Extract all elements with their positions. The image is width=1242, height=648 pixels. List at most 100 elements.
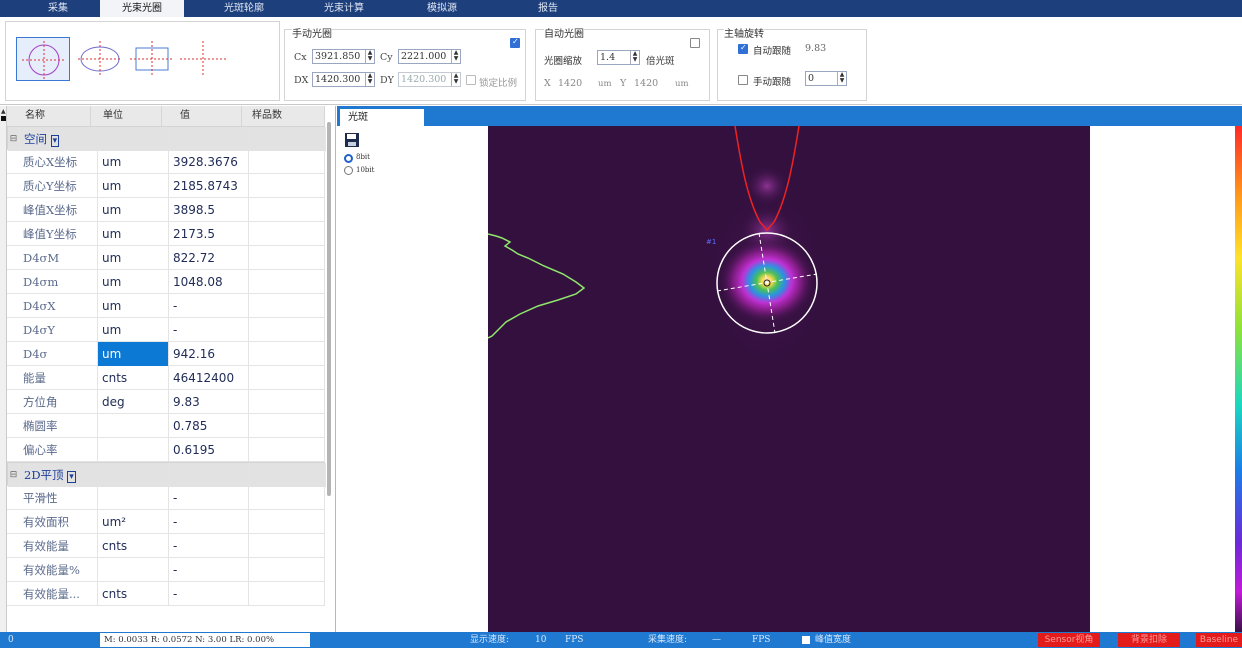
no-aperture-button[interactable] [178,37,228,81]
table-row[interactable]: 有效面积 um² - [7,510,325,534]
bit8-label: 8bit [356,153,370,161]
rectangle-aperture-icon [130,41,174,77]
table-row-header-strip: ▲ [0,106,7,632]
row-value: 942.16 [169,342,249,366]
row-value: - [169,582,249,606]
table-row[interactable]: 有效能量% - [7,558,325,582]
manual-follow-stepper-icon[interactable]: ▲ ▼ [837,72,846,85]
rectangle-aperture-button[interactable] [128,37,176,81]
background-subtract-button[interactable]: 背景扣除 [1118,633,1180,647]
peak-width-label: 峰值宽度 [815,635,852,645]
manual-follow-spinbox[interactable]: 0 ▲ ▼ [805,71,847,86]
manual-aperture-group [284,29,526,101]
row-samples [249,198,325,222]
tab-beam-calc[interactable]: 光束计算 [324,3,364,14]
row-samples [249,270,325,294]
table-row[interactable]: 方位角 deg 9.83 [7,390,325,414]
collapse-all-icon[interactable] [1,116,6,121]
manual-aperture-enable-checkbox[interactable] [510,37,520,48]
row-value: 3928.3676 [169,150,249,174]
table-row[interactable]: 质心Y坐标 um 2185.8743 [7,174,325,198]
table-row[interactable]: 峰值Y坐标 um 2173.5 [7,222,325,246]
col-header-samples[interactable]: 样品数 [242,106,325,126]
aperture-circle[interactable] [716,232,818,334]
table-row[interactable]: D4σM um 822.72 [7,246,325,270]
tab-beam-spot[interactable]: 光斑 [340,109,424,126]
table-row[interactable]: D4σY um - [7,318,325,342]
tab-capture[interactable]: 采集 [48,3,68,14]
tab-beam-aperture[interactable]: 光束光圈 [100,0,184,17]
row-name: D4σ [19,342,98,366]
baseline-button[interactable]: Baseline [1196,633,1242,647]
table-row[interactable]: 质心X坐标 um 3928.3676 [7,150,325,174]
row-samples [249,582,325,606]
ellipse-aperture-button[interactable] [76,37,124,81]
row-name: 质心X坐标 [19,150,98,174]
expand-toggle-icon[interactable]: ⊟ [8,463,20,487]
group-dropdown-icon[interactable]: ▾ [67,471,76,483]
row-unit: um [98,318,169,342]
row-unit: cnts [98,582,169,606]
auto-aperture-enable-checkbox[interactable] [690,38,700,48]
table-row[interactable]: D4σ um 942.16 [7,342,325,366]
display-speed-value: 10 [535,635,547,645]
cy-spinbox[interactable]: 2221.000 ▲ ▼ [398,49,461,64]
save-icon[interactable] [344,132,360,148]
dx-stepper-icon[interactable]: ▲ ▼ [365,73,374,86]
lock-ratio-checkbox[interactable] [466,75,476,85]
row-name: D4σM [19,246,98,270]
cx-spinbox[interactable]: 3921.850 ▲ ▼ [312,49,375,64]
status-left-value: 0 [8,635,14,645]
cx-stepper-icon[interactable]: ▲ ▼ [365,50,374,63]
table-row[interactable]: 平滑性 - [7,486,325,510]
table-row[interactable]: 偏心率 0.6195 [7,438,325,462]
table-row[interactable]: D4σm um 1048.08 [7,270,325,294]
tab-simulation-source[interactable]: 模拟源 [427,3,457,14]
col-header-name[interactable]: 名称 [7,106,91,126]
zoom-stepper-icon[interactable]: ▲ ▼ [630,51,639,64]
auto-follow-checkbox[interactable] [738,43,748,54]
expand-toggle-icon[interactable]: ⊟ [8,127,20,151]
row-value: - [169,294,249,318]
group-dropdown-icon[interactable]: ▾ [50,135,60,147]
table-scrollbar[interactable] [327,122,331,496]
bit10-radio[interactable] [344,166,353,175]
display-speed-label: 显示速度: [470,635,510,645]
cy-stepper-icon[interactable]: ▲ ▼ [451,50,460,63]
tab-spot-profile[interactable]: 光斑轮廓 [224,3,264,14]
axis-rotation-title: 主轴旋转 [724,25,764,40]
viewer-tab-strip: 光斑 [337,106,1242,126]
table-row[interactable]: 有效能量 cnts - [7,534,325,558]
row-value: - [169,534,249,558]
table-row[interactable]: 峰值X坐标 um 3898.5 [7,198,325,222]
dy-stepper-icon[interactable]: ▲ ▼ [451,73,460,86]
capture-speed-unit: FPS [752,635,771,645]
zoom-spinbox[interactable]: 1.4 ▲ ▼ [597,50,640,65]
table-row[interactable]: 能量 cnts 46412400 [7,366,325,390]
bit8-radio[interactable] [344,154,353,163]
row-unit: cnts [98,366,169,390]
row-unit: um [98,150,169,174]
table-row[interactable]: 有效能量... cnts - [7,582,325,606]
table-row[interactable]: D4σX um - [7,294,325,318]
manual-follow-checkbox[interactable] [738,75,748,85]
col-header-unit[interactable]: 单位 [91,106,162,126]
table-row[interactable]: 椭圆率 0.785 [7,414,325,438]
circle-aperture-button[interactable] [16,37,70,81]
cy-value: 2221.000 [401,51,447,62]
group-title: 空间 ▾ [20,127,170,151]
sensor-view-button[interactable]: Sensor视角 [1038,633,1100,647]
zoom-label: 光圈缩放 [544,56,583,67]
manual-follow-label: 手动跟随 [753,77,792,88]
table-group-row[interactable]: ⊟ 2D平顶 ▾ [7,462,326,487]
color-scale-bar [1235,126,1242,632]
col-header-value[interactable]: 值 [162,106,242,126]
table-group-row[interactable]: ⊟ 空间 ▾ [7,126,326,151]
beam-image-canvas[interactable]: #1 [488,126,1090,632]
status-bar: 0 M: 0.0033 R: 0.0572 N: 3.00 LR: 0.00% … [0,632,1242,648]
peak-width-checkbox[interactable] [802,636,810,644]
dx-spinbox[interactable]: 1420.300 ▲ ▼ [312,72,375,87]
dy-spinbox[interactable]: 1420.300 ▲ ▼ [398,72,461,87]
tab-report[interactable]: 报告 [538,3,558,14]
row-samples [249,222,325,246]
